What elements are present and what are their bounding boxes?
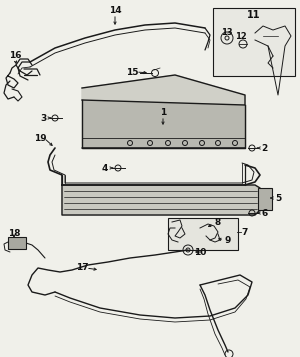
- Text: 4: 4: [102, 164, 108, 172]
- Text: 11: 11: [247, 10, 261, 20]
- Text: 13: 13: [221, 27, 233, 36]
- Text: 7: 7: [242, 227, 248, 236]
- Bar: [213, 8, 295, 76]
- Polygon shape: [62, 185, 260, 215]
- Text: 17: 17: [76, 263, 88, 272]
- Text: 6: 6: [262, 208, 268, 217]
- Polygon shape: [82, 75, 245, 105]
- Text: 3: 3: [40, 114, 46, 122]
- Text: 1: 1: [160, 107, 166, 116]
- Polygon shape: [82, 100, 245, 148]
- Text: 18: 18: [8, 228, 20, 237]
- Text: 15: 15: [126, 67, 138, 76]
- Bar: [8, 237, 26, 249]
- Bar: [258, 188, 272, 210]
- Text: 8: 8: [215, 217, 221, 226]
- Bar: [168, 218, 238, 250]
- Text: 5: 5: [275, 193, 281, 202]
- Text: 9: 9: [225, 236, 231, 245]
- Text: 12: 12: [235, 31, 247, 40]
- Text: 2: 2: [261, 144, 267, 152]
- Text: 14: 14: [109, 5, 121, 15]
- Text: 19: 19: [34, 134, 46, 142]
- Text: 16: 16: [9, 50, 21, 60]
- Text: 10: 10: [194, 247, 206, 256]
